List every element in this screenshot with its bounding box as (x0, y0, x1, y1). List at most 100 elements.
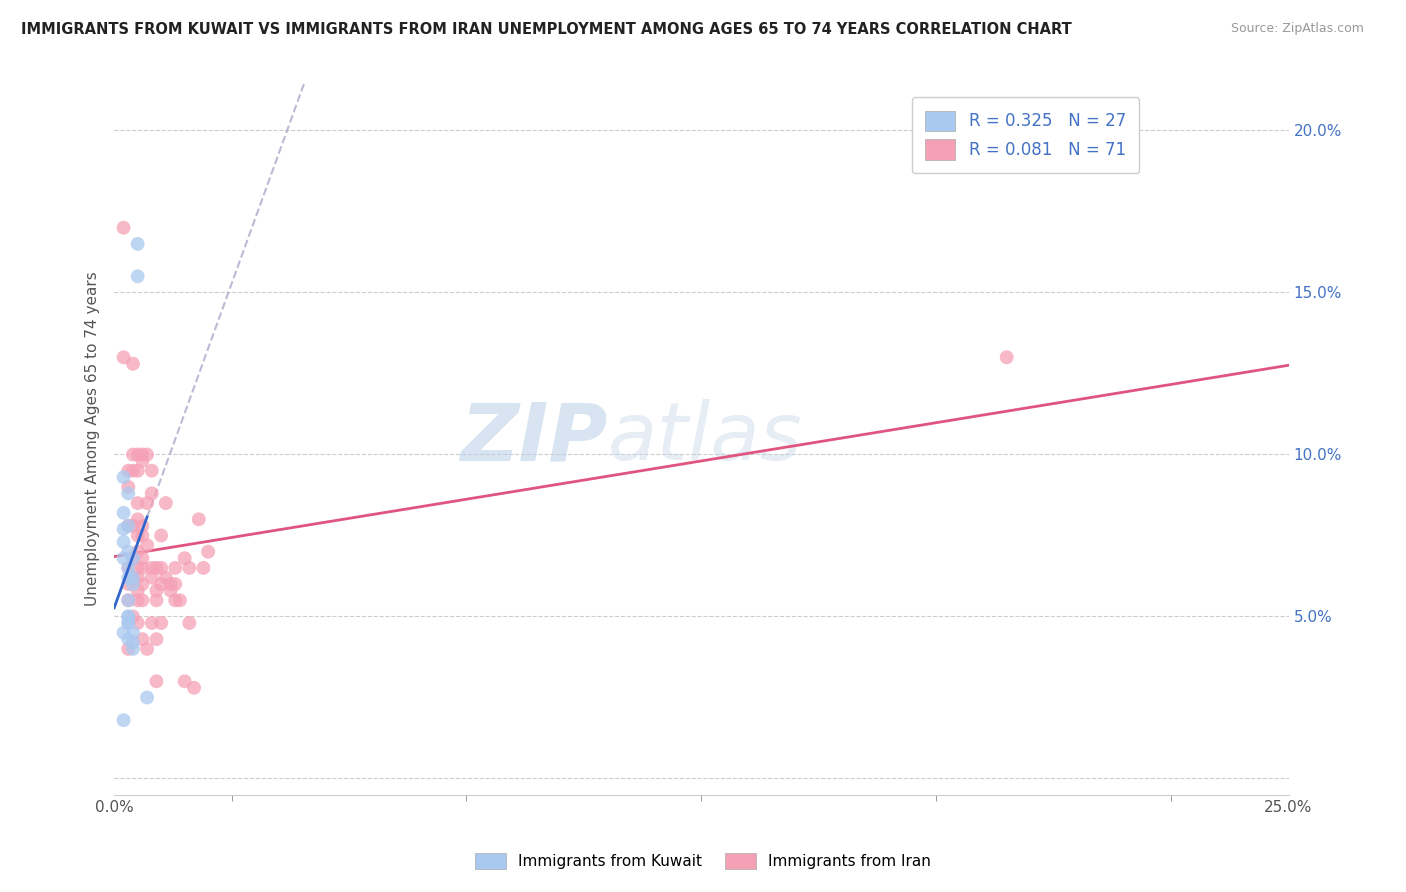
Point (127, 512, 149, 526)
Point (155, 496, 177, 510)
Point (995, 351, 1018, 365)
Point (141, 571, 163, 585)
Point (122, 464, 145, 478)
Point (165, 593, 187, 607)
Point (117, 632, 139, 647)
Point (131, 518, 153, 533)
Point (173, 551, 195, 566)
Point (141, 615, 163, 630)
Point (179, 615, 201, 630)
Point (127, 593, 149, 607)
Point (117, 577, 139, 591)
Point (122, 609, 145, 624)
Point (187, 512, 209, 526)
Point (169, 593, 191, 607)
Point (112, 535, 135, 549)
Point (197, 544, 219, 558)
Point (150, 561, 173, 575)
Point (117, 561, 139, 575)
Point (117, 593, 139, 607)
Point (127, 571, 149, 585)
Point (127, 464, 149, 478)
Point (122, 551, 145, 566)
Point (145, 561, 167, 575)
Legend: R = 0.325   N = 27, R = 0.081   N = 71: R = 0.325 N = 27, R = 0.081 N = 71 (912, 97, 1139, 173)
Point (127, 583, 149, 598)
Point (117, 615, 139, 630)
Point (112, 506, 135, 520)
Point (173, 674, 195, 689)
Point (127, 528, 149, 542)
Point (127, 615, 149, 630)
Point (122, 571, 145, 585)
Point (127, 496, 149, 510)
Point (131, 593, 153, 607)
Point (179, 561, 201, 575)
Point (141, 464, 163, 478)
Point (127, 448, 149, 462)
Point (117, 518, 139, 533)
Point (117, 609, 139, 624)
Point (127, 561, 149, 575)
Text: atlas: atlas (607, 400, 803, 477)
Point (122, 551, 145, 566)
Point (117, 518, 139, 533)
Point (122, 577, 145, 591)
Point (159, 577, 181, 591)
Text: ZIP: ZIP (460, 400, 607, 477)
Point (112, 713, 135, 727)
Point (122, 448, 145, 462)
Point (145, 583, 167, 598)
Point (150, 528, 173, 542)
Point (136, 496, 159, 510)
Point (117, 593, 139, 607)
Point (112, 551, 135, 566)
Point (127, 236, 149, 251)
Point (131, 632, 153, 647)
Point (117, 464, 139, 478)
Point (136, 448, 159, 462)
Y-axis label: Unemployment Among Ages 65 to 74 years: Unemployment Among Ages 65 to 74 years (86, 271, 100, 606)
Point (131, 577, 153, 591)
Point (122, 357, 145, 371)
Point (155, 571, 177, 585)
Point (112, 522, 135, 536)
Point (145, 593, 167, 607)
Point (112, 351, 135, 365)
Point (145, 674, 167, 689)
Text: Source: ZipAtlas.com: Source: ZipAtlas.com (1230, 22, 1364, 36)
Point (150, 615, 173, 630)
Point (131, 551, 153, 566)
Point (165, 561, 187, 575)
Point (117, 609, 139, 624)
Point (131, 454, 153, 468)
Text: IMMIGRANTS FROM KUWAIT VS IMMIGRANTS FROM IRAN UNEMPLOYMENT AMONG AGES 65 TO 74 : IMMIGRANTS FROM KUWAIT VS IMMIGRANTS FRO… (21, 22, 1071, 37)
Point (131, 528, 153, 542)
Point (127, 544, 149, 558)
Point (122, 635, 145, 649)
Point (159, 583, 181, 598)
Point (136, 538, 159, 552)
Point (112, 220, 135, 235)
Point (122, 625, 145, 640)
Point (112, 470, 135, 484)
Point (127, 269, 149, 284)
Point (117, 544, 139, 558)
Legend: Immigrants from Kuwait, Immigrants from Iran: Immigrants from Kuwait, Immigrants from … (470, 847, 936, 875)
Point (131, 448, 153, 462)
Point (117, 641, 139, 656)
Point (136, 690, 159, 705)
Point (122, 571, 145, 585)
Point (136, 641, 159, 656)
Point (117, 486, 139, 500)
Point (150, 577, 173, 591)
Point (122, 641, 145, 656)
Point (117, 561, 139, 575)
Point (117, 571, 139, 585)
Point (131, 561, 153, 575)
Point (141, 561, 163, 575)
Point (183, 681, 205, 695)
Point (112, 625, 135, 640)
Point (141, 486, 163, 500)
Point (145, 632, 167, 647)
